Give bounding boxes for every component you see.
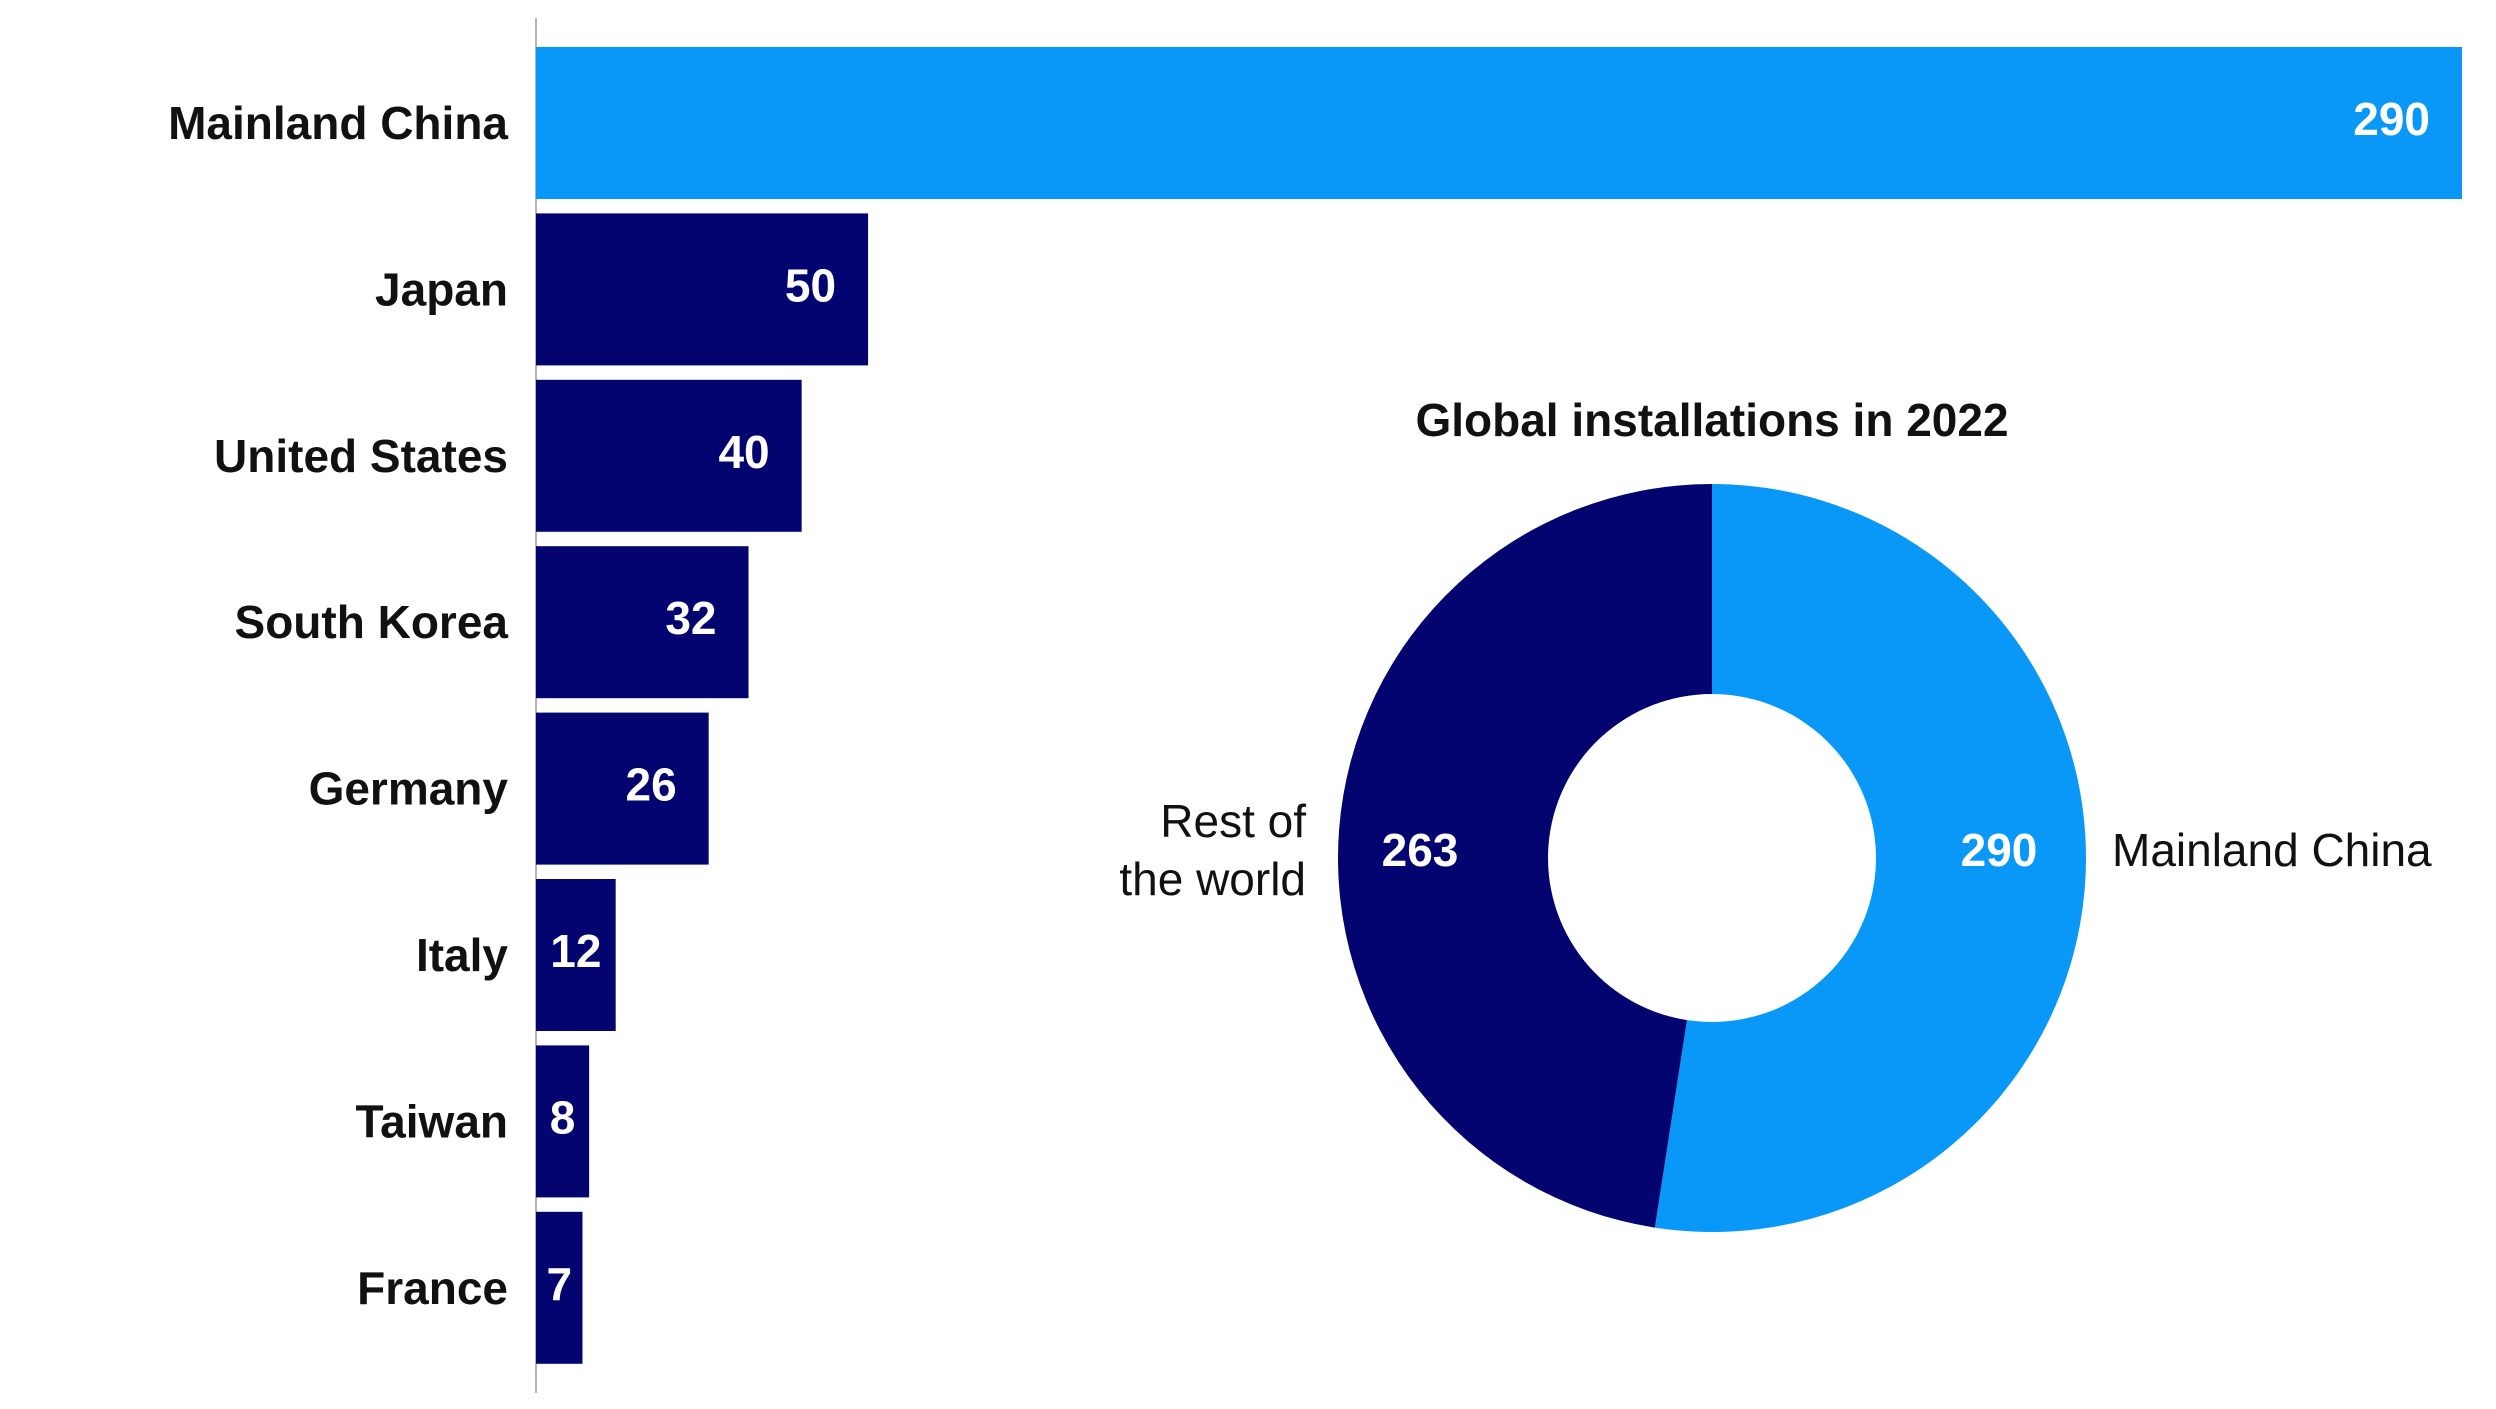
bar-value-label: 8: [550, 1091, 576, 1143]
bar-value-label: 32: [665, 592, 716, 644]
bar-italy: [536, 879, 616, 1031]
donut-slice-name-label: Mainland China: [2112, 824, 2432, 876]
donut-value-label: 290: [1961, 824, 2038, 876]
category-label: Germany: [309, 763, 509, 815]
bar-france: [536, 1211, 583, 1364]
bar-chart: Mainland China 290 Japan 50 United States 40 S…: [168, 18, 2462, 1393]
donut-slice-name-label: the world: [1119, 853, 1306, 905]
bar-value-label: 50: [785, 259, 836, 311]
bar-value-label: 7: [546, 1258, 572, 1310]
donut-title: Global installations in 2022: [1415, 394, 2008, 446]
category-label: Japan: [375, 263, 508, 315]
donut-chart: Global installations in 2022 290 Mainland …: [1119, 394, 2432, 1232]
category-label: South Korea: [235, 596, 509, 648]
bar-value-label: 26: [626, 759, 677, 811]
bar-japan: [536, 213, 869, 366]
category-label: Taiwan: [355, 1095, 508, 1147]
bar-taiwan: [536, 1045, 590, 1198]
category-label: Mainland China: [168, 97, 508, 149]
bar-mainland-china: [536, 47, 2462, 199]
bar-value-label: 40: [718, 426, 769, 478]
bar-value-label: 12: [550, 925, 601, 977]
bar-south-korea: [536, 546, 749, 699]
donut-slice-mainland-china: [1654, 484, 2086, 1232]
donut-value-label: 263: [1382, 824, 1459, 876]
category-label: France: [357, 1262, 508, 1314]
bar-germany: [536, 712, 709, 865]
category-label: Italy: [416, 929, 508, 981]
donut-slice-name-label: Rest of: [1160, 795, 1306, 847]
bar-united-states: [536, 379, 802, 532]
bar-value-label: 290: [2353, 93, 2430, 145]
donut-slice-rest-of-the-world: [1337, 484, 1712, 1228]
category-label: United States: [214, 430, 508, 482]
